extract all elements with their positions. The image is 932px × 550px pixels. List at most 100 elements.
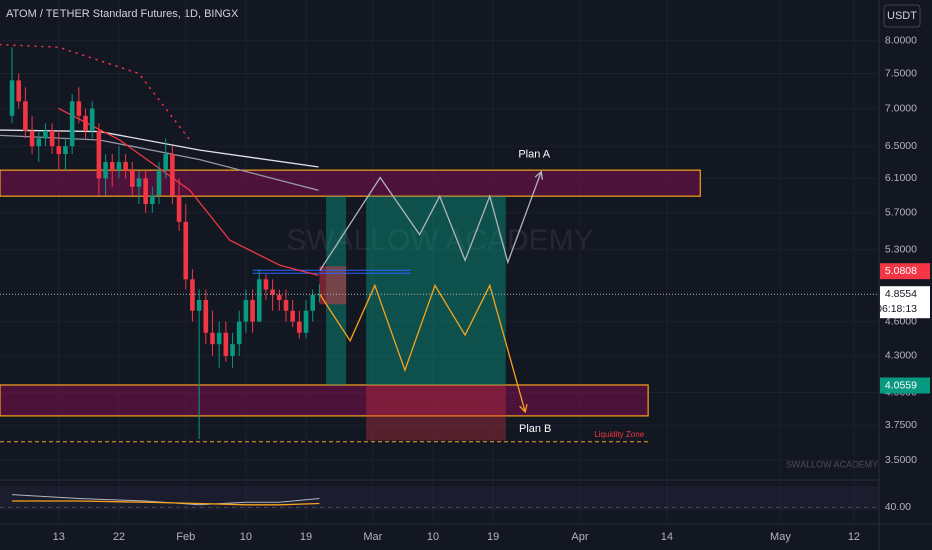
- candle-body: [89, 108, 95, 131]
- grid: [0, 0, 878, 524]
- zone: [326, 196, 347, 385]
- candle-body: [290, 310, 295, 322]
- zone: [366, 196, 506, 385]
- x-tick-label: Mar: [363, 531, 382, 543]
- candle-body: [29, 130, 35, 147]
- price-tag: [880, 263, 930, 280]
- candle-body: [116, 162, 122, 171]
- rsi-background: [0, 486, 878, 510]
- candle-body: [176, 195, 182, 222]
- candle-body: [150, 195, 155, 204]
- candle-body: [49, 130, 55, 147]
- candle-body: [123, 162, 128, 171]
- candle-body: [170, 154, 175, 196]
- candle-body: [223, 332, 229, 356]
- candle-body: [23, 101, 28, 131]
- candle-body: [196, 300, 202, 311]
- rsi-ma-line: [12, 500, 320, 506]
- y-tick-label: 4.6000: [885, 315, 917, 327]
- candle-body: [270, 289, 275, 295]
- candle-body: [256, 279, 262, 322]
- projection-path: [319, 283, 526, 413]
- candle-body: [216, 332, 222, 345]
- currency-box[interactable]: [883, 4, 921, 28]
- x-tick-label: May: [770, 531, 791, 543]
- rsi-tick-label: 40.00: [885, 501, 911, 513]
- candle-body: [310, 294, 316, 311]
- moving-average: [0, 129, 319, 168]
- candle-body: [230, 344, 235, 356]
- x-tick-label: 14: [661, 531, 673, 543]
- countdown: 06:18:13: [876, 303, 917, 315]
- y-tick-label: 6.5000: [885, 140, 917, 152]
- x-tick-label: Feb: [176, 531, 195, 543]
- y-tick-label: 3.7500: [885, 419, 917, 431]
- price-tag: [880, 286, 930, 319]
- candle-body: [143, 178, 148, 204]
- price-tag-label: 5.0808: [885, 265, 917, 277]
- candle-body: [156, 170, 162, 196]
- zone: [0, 384, 649, 417]
- liquidity-zone-label: Liquidity Zone: [594, 430, 644, 439]
- candle-body: [36, 138, 42, 147]
- candle-body: [250, 300, 255, 322]
- x-tick-label: 10: [427, 531, 439, 543]
- candle-body: [16, 80, 22, 102]
- chart-title: ATOM / TETHER Standard Futures, 1D, BING…: [6, 8, 239, 20]
- candle-body: [69, 101, 75, 147]
- y-tick-label: 7.5000: [885, 67, 917, 79]
- candle-body: [103, 162, 108, 179]
- y-tick-label: 3.5000: [885, 454, 917, 466]
- price-tag-label: 4.0559: [885, 379, 917, 391]
- moving-average: [0, 43, 191, 141]
- candle-body: [109, 162, 115, 171]
- candle-body: [236, 321, 242, 345]
- candle-body: [203, 300, 209, 333]
- moving-average: [0, 134, 319, 191]
- x-tick-label: Apr: [571, 531, 588, 543]
- x-tick-label: 12: [848, 531, 860, 543]
- candle-body: [263, 279, 269, 290]
- candle-body: [56, 146, 62, 155]
- zone: [366, 384, 506, 441]
- currency[interactable]: USDT: [887, 10, 917, 22]
- candle-body: [136, 178, 142, 187]
- candle-body: [210, 332, 215, 345]
- candle-body: [76, 101, 82, 116]
- moving-average: [58, 107, 319, 276]
- x-tick-label: 22: [113, 531, 125, 543]
- projection-path: [319, 171, 542, 271]
- y-tick-label: 6.1000: [885, 172, 917, 184]
- plan-label: Plan B: [519, 423, 551, 435]
- candle-body: [83, 115, 88, 131]
- candle-body: [190, 279, 195, 311]
- y-tick-label: 7.0000: [885, 102, 917, 114]
- x-tick-label: 19: [487, 531, 499, 543]
- x-tick-label: 10: [240, 531, 252, 543]
- price-tag: [880, 377, 930, 394]
- candle-body: [163, 154, 169, 171]
- arrow-head: [519, 403, 528, 414]
- x-tick-label: 19: [300, 531, 312, 543]
- y-tick-label: 8.0000: [885, 35, 917, 47]
- zone: [0, 169, 701, 197]
- y-tick-label: 5.3000: [885, 244, 917, 256]
- candle-body: [183, 221, 189, 280]
- candle-body: [243, 300, 249, 322]
- footer-watermark: SWALLOW ACADEMY: [786, 459, 878, 469]
- candle-body: [303, 310, 309, 333]
- candle-body: [283, 300, 289, 311]
- candle-body: [297, 321, 302, 333]
- candle-body: [277, 294, 282, 301]
- candle-body: [317, 294, 322, 296]
- candle-body: [43, 130, 48, 139]
- y-tick-label: 4.3000: [885, 350, 917, 362]
- zone: [319, 266, 347, 305]
- watermark: SWALLOW ACADEMY: [286, 224, 593, 257]
- candle-body: [9, 80, 15, 116]
- rsi-line: [11, 494, 320, 506]
- x-tick-label: 13: [53, 531, 65, 543]
